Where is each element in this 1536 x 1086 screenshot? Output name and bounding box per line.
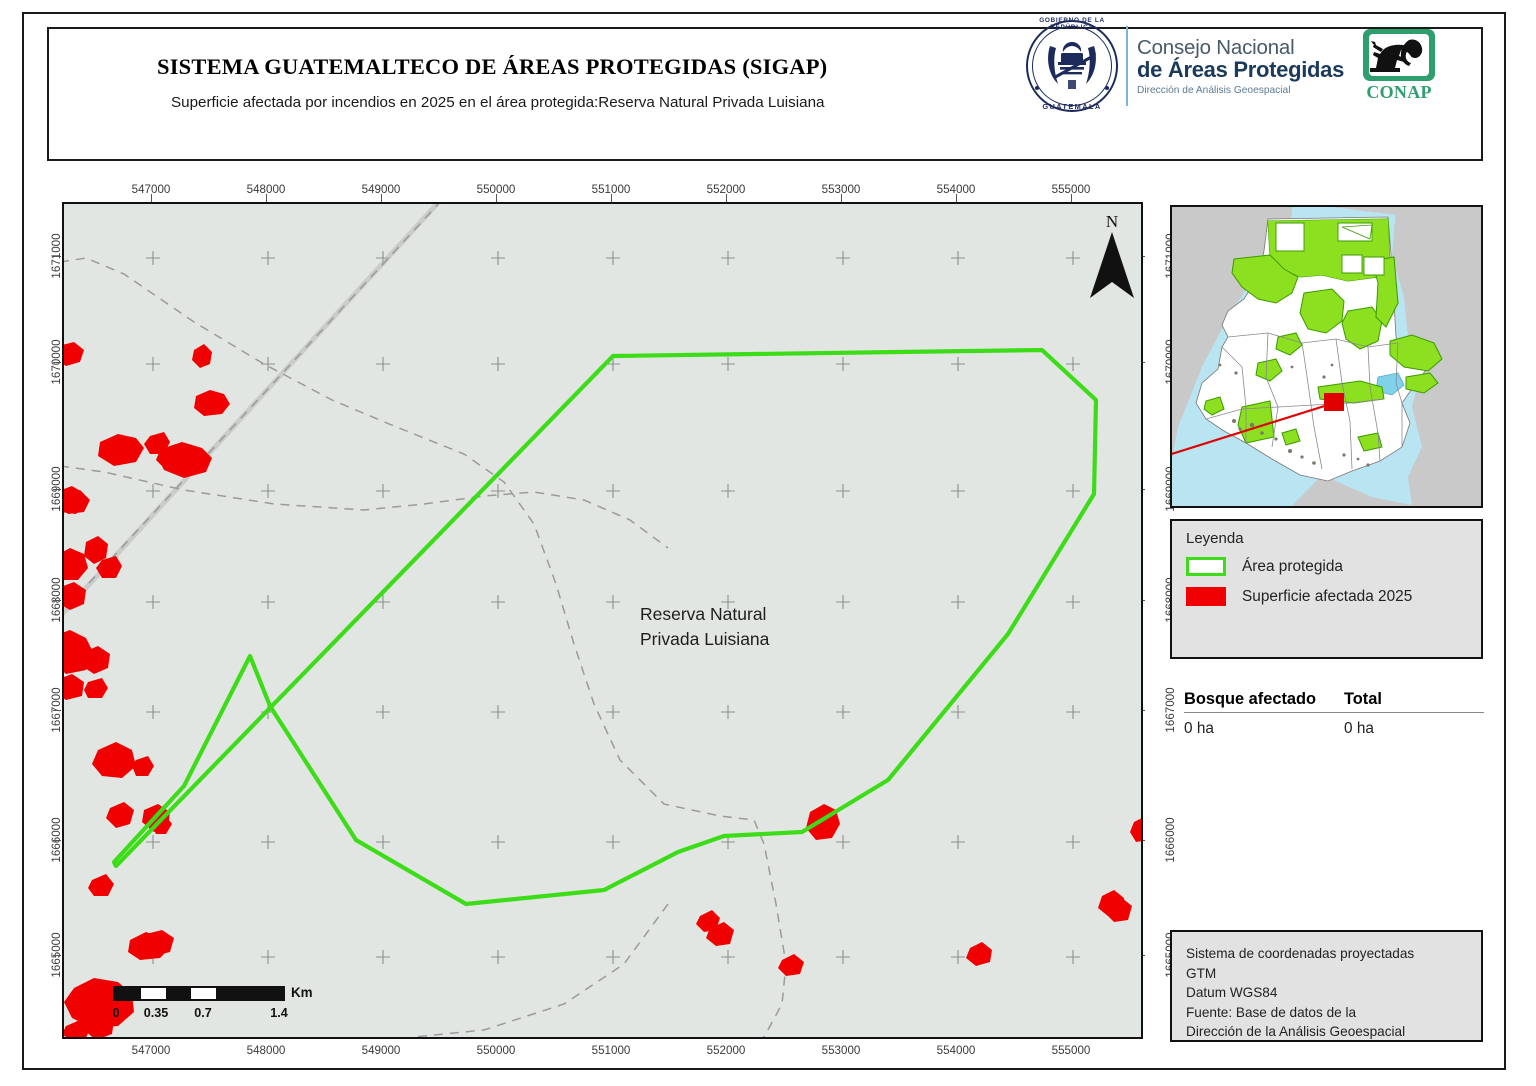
legend-swatch-burned-area — [1186, 587, 1226, 606]
logo-divider — [1126, 26, 1128, 106]
x-axis-tick-label: 553000 — [821, 183, 861, 196]
x-axis-tick-label: 550000 — [476, 183, 516, 196]
metadata-line: GTM — [1186, 965, 1217, 981]
x-axis-tick — [726, 194, 727, 202]
north-arrow-icon — [1090, 232, 1134, 298]
metadata-line: Fuente: Base de datos de la — [1186, 1004, 1357, 1020]
x-axis-tick-label: 554000 — [936, 1044, 976, 1057]
x-axis-tick-label: 555000 — [1051, 1044, 1091, 1057]
protected-area-boundary[interactable] — [111, 347, 1099, 907]
gobierno-de-guatemala-seal-icon: GOBIERNO DE LA REPÚBLICA GUATEMALA — [1020, 14, 1124, 118]
y-axis-tick-label: 1667000 — [1164, 687, 1178, 733]
scale-bar-unit: Km — [291, 985, 313, 1000]
totals-header-total: Total — [1344, 690, 1382, 708]
conap-line1: Consejo Nacional — [1137, 36, 1295, 60]
x-axis-tick-label: 551000 — [591, 183, 631, 196]
x-axis-tick-label: 550000 — [476, 1044, 516, 1057]
graticule-crosses — [146, 251, 1080, 964]
map-layers: Reserva Natural Privada Luisiana — [64, 204, 1141, 1037]
x-axis-tick-label: 548000 — [246, 1044, 286, 1057]
x-axis-tick-label: 549000 — [361, 183, 401, 196]
scale-bar-tick-label: 0.7 — [194, 1006, 212, 1020]
scale-bar: Km 0 0.35 0.7 1.4 — [112, 985, 345, 1036]
x-axis-tick — [266, 194, 267, 202]
locator-leader-line — [1172, 401, 1335, 456]
x-axis-tick — [841, 194, 842, 202]
x-axis-tick-label: 554000 — [936, 183, 976, 196]
totals-value-bosque: 0 ha — [1184, 720, 1214, 737]
logo-row: GOBIERNO DE LA REPÚBLICA GUATEMALA — [1020, 10, 1436, 122]
inset-map-svg — [1172, 207, 1481, 506]
y-axis-tick — [53, 256, 61, 257]
y-axis-tick — [53, 710, 61, 711]
svg-text:Privada Luisiana: Privada Luisiana — [640, 629, 770, 649]
x-axis-tick — [611, 194, 612, 202]
x-axis-tick — [496, 194, 497, 202]
scale-bar-tick-label: 0 — [112, 1006, 120, 1020]
totals-header-bosque: Bosque afectado — [1184, 690, 1317, 708]
x-axis-tick — [956, 194, 957, 202]
legend-title: Leyenda — [1186, 530, 1244, 547]
totals-table: Bosque afectado Total 0 ha 0 ha — [1184, 690, 1484, 738]
conap-line2: de Áreas Protegidas — [1137, 57, 1345, 83]
north-arrow: N — [1082, 212, 1142, 304]
y-axis-tick — [53, 955, 61, 956]
legend-label: Área protegida — [1242, 557, 1343, 575]
scale-bar-tick-label: 0.35 — [143, 1006, 169, 1020]
metadata-line: Dirección de la Análisis Geoespacial — [1186, 1024, 1406, 1040]
x-axis-tick-label: 551000 — [591, 1044, 631, 1057]
metadata-panel: Sistema de coordenadas proyectadas GTM D… — [1170, 930, 1483, 1042]
conap-line3: Dirección de Análisis Geoespacial — [1137, 84, 1291, 96]
page-subtitle: Superficie afectada por incendios en 202… — [171, 94, 825, 111]
y-axis-tick — [53, 362, 61, 363]
municipal-boundary-dashed — [64, 204, 787, 1037]
x-axis-tick-label: 553000 — [821, 1044, 861, 1057]
burn-scar-polygons — [64, 342, 1141, 1037]
main-map-canvas[interactable]: Reserva Natural Privada Luisiana — [62, 202, 1143, 1039]
page-title: SISTEMA GUATEMALTECO DE ÁREAS PROTEGIDAS… — [157, 54, 828, 79]
y-axis-tick-label: 1666000 — [1164, 817, 1178, 863]
locator-inset-map[interactable] — [1170, 205, 1483, 508]
y-axis-tick — [53, 489, 61, 490]
seal-top-label: GOBIERNO DE LA REPÚBLICA — [1039, 17, 1105, 31]
conap-wordmark: Consejo Nacional de Áreas Protegidas Dir… — [1137, 35, 1344, 97]
x-axis-tick-label: 547000 — [131, 1044, 171, 1057]
feature-label: Reserva Natural Privada Luisiana — [640, 604, 770, 649]
metadata-line: Sistema de coordenadas proyectadas — [1186, 946, 1415, 961]
totals-value-row: 0 ha 0 ha — [1184, 713, 1484, 738]
x-axis-tick — [1071, 194, 1072, 202]
legend-label: Superficie afectada 2025 — [1242, 587, 1413, 605]
legend-panel: Leyenda Área protegida Superficie afecta… — [1170, 519, 1483, 659]
quetzal-emblem-icon — [1048, 42, 1096, 89]
totals-header-row: Bosque afectado Total — [1184, 690, 1484, 713]
legend-swatch-protected-area — [1186, 557, 1226, 576]
north-letter: N — [1105, 212, 1119, 231]
y-axis-tick — [53, 600, 61, 601]
scale-bar-graphic: Km — [113, 985, 313, 1001]
x-axis-tick-label: 552000 — [706, 183, 746, 196]
title-block: SISTEMA GUATEMALTECO DE ÁREAS PROTEGIDAS… — [47, 27, 1483, 161]
totals-value-total: 0 ha — [1344, 720, 1374, 737]
metadata-line: Datum WGS84 — [1186, 985, 1278, 1001]
x-axis-tick-label: 549000 — [361, 1044, 401, 1057]
x-axis-tick — [151, 194, 152, 202]
conap-mark-label: CONAP — [1366, 82, 1432, 102]
legend-item-protected-area[interactable]: Área protegida — [1186, 557, 1343, 576]
x-axis-tick — [381, 194, 382, 202]
scale-bar-tick-label: 1.4 — [270, 1006, 288, 1020]
svg-text:Reserva Natural: Reserva Natural — [640, 604, 766, 624]
seal-bottom-label: GUATEMALA — [1042, 102, 1102, 111]
x-axis-tick-label: 555000 — [1051, 183, 1091, 196]
jaguar-glyph-icon — [1370, 39, 1423, 72]
x-axis-tick-label: 547000 — [131, 183, 171, 196]
x-axis-tick-label: 548000 — [246, 183, 286, 196]
legend-item-burned-area[interactable]: Superficie afectada 2025 — [1186, 587, 1412, 606]
x-axis-tick-label: 552000 — [706, 1044, 746, 1057]
conap-logo-icon: CONAP — [1360, 29, 1438, 103]
y-axis-tick — [53, 840, 61, 841]
locator-marker — [1324, 393, 1344, 411]
